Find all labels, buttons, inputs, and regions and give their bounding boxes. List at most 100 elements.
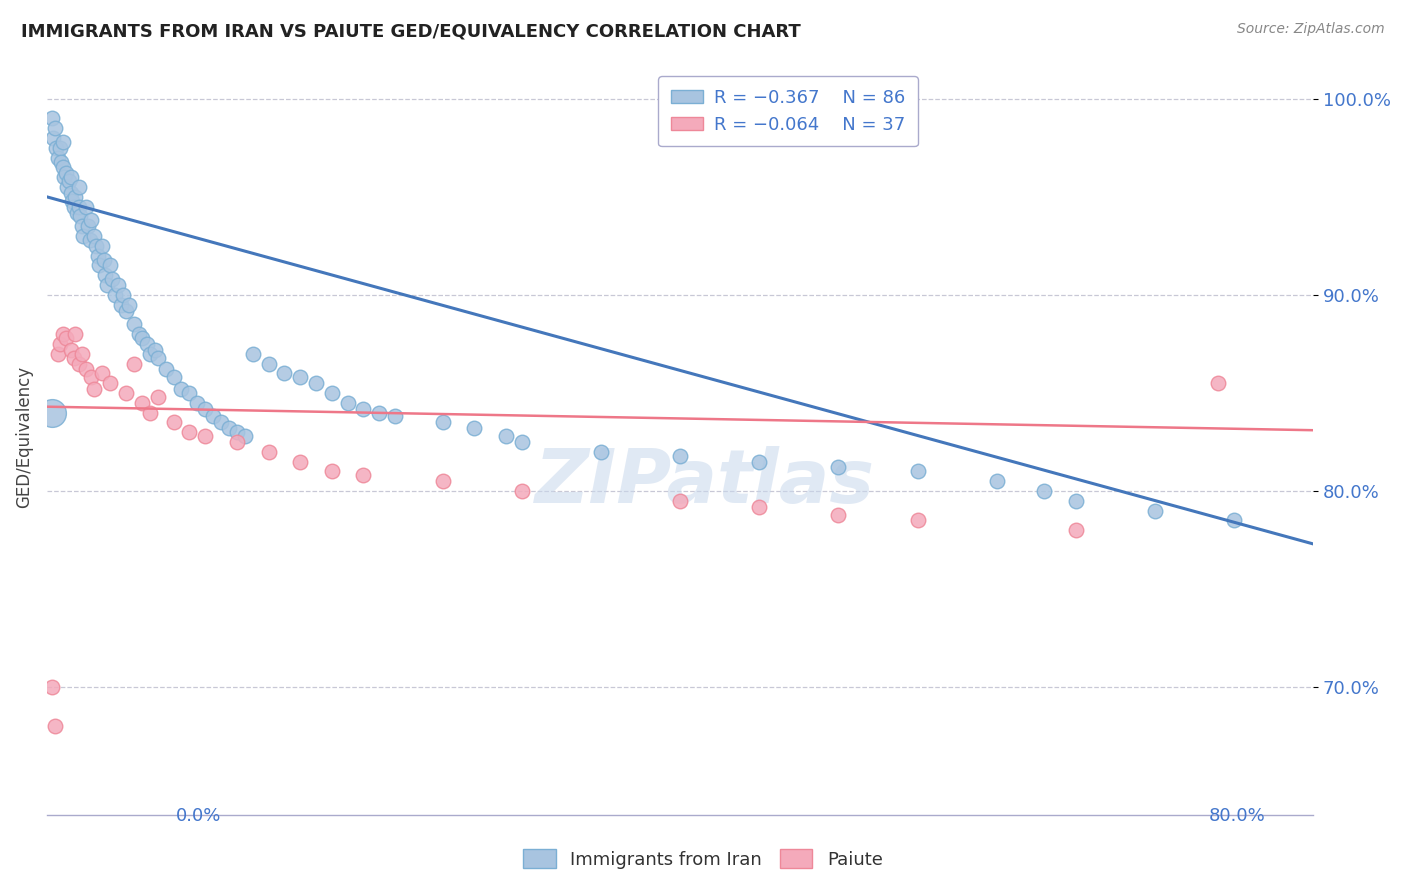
Y-axis label: GED/Equivalency: GED/Equivalency xyxy=(15,366,32,508)
Point xyxy=(59,170,82,185)
Point xyxy=(202,409,225,424)
Point xyxy=(194,429,217,443)
Point xyxy=(44,121,66,136)
Point xyxy=(44,719,66,733)
Point xyxy=(186,396,208,410)
Point xyxy=(67,180,90,194)
Point xyxy=(162,370,184,384)
Point xyxy=(463,421,485,435)
Point xyxy=(225,434,247,449)
Point xyxy=(827,508,849,522)
Point xyxy=(46,151,69,165)
Point xyxy=(49,154,72,169)
Point xyxy=(305,376,328,391)
Point xyxy=(89,259,111,273)
Point xyxy=(52,327,75,342)
Point xyxy=(218,421,240,435)
Point xyxy=(131,396,153,410)
Point xyxy=(56,180,79,194)
Point xyxy=(72,229,94,244)
Point xyxy=(170,382,193,396)
Point xyxy=(111,288,134,302)
Point xyxy=(98,259,121,273)
Point xyxy=(288,454,311,468)
Point xyxy=(669,449,692,463)
Point xyxy=(495,429,517,443)
Point xyxy=(146,390,169,404)
Point xyxy=(65,327,87,342)
Point xyxy=(70,219,93,234)
Point xyxy=(52,135,75,149)
Point xyxy=(67,200,90,214)
Point xyxy=(139,347,162,361)
Point xyxy=(1064,523,1087,537)
Point xyxy=(83,229,105,244)
Point xyxy=(257,444,280,458)
Point xyxy=(122,318,145,332)
Point xyxy=(59,343,82,357)
Point xyxy=(122,357,145,371)
Point xyxy=(80,370,103,384)
Point xyxy=(194,401,217,416)
Point xyxy=(986,474,1008,488)
Point xyxy=(107,278,129,293)
Point xyxy=(1143,503,1166,517)
Point xyxy=(1206,376,1229,391)
Point xyxy=(70,347,93,361)
Point xyxy=(66,205,89,219)
Point xyxy=(128,327,150,342)
Point xyxy=(69,210,91,224)
Point xyxy=(93,252,115,267)
Point xyxy=(41,112,63,126)
Point xyxy=(1223,513,1246,527)
Point xyxy=(321,464,343,478)
Point xyxy=(67,357,90,371)
Point xyxy=(907,513,929,527)
Point xyxy=(179,425,201,440)
Point xyxy=(91,367,114,381)
Point xyxy=(353,468,375,483)
Point xyxy=(86,249,108,263)
Point xyxy=(59,186,82,200)
Text: 80.0%: 80.0% xyxy=(1209,807,1265,825)
Point xyxy=(41,406,63,420)
Point xyxy=(1033,483,1056,498)
Point xyxy=(48,337,70,351)
Point xyxy=(98,376,121,391)
Legend: R = −0.367    N = 86, R = −0.064    N = 37: R = −0.367 N = 86, R = −0.064 N = 37 xyxy=(658,76,918,146)
Point xyxy=(55,166,77,180)
Point xyxy=(907,464,929,478)
Point xyxy=(84,239,107,253)
Point xyxy=(143,343,166,357)
Point xyxy=(42,131,65,145)
Point xyxy=(135,337,157,351)
Point xyxy=(131,331,153,345)
Point xyxy=(257,357,280,371)
Point xyxy=(53,170,76,185)
Point xyxy=(209,416,232,430)
Point xyxy=(510,434,533,449)
Point xyxy=(162,416,184,430)
Point xyxy=(353,401,375,416)
Text: 0.0%: 0.0% xyxy=(176,807,221,825)
Point xyxy=(62,200,84,214)
Point xyxy=(77,219,100,234)
Point xyxy=(321,386,343,401)
Text: Source: ZipAtlas.com: Source: ZipAtlas.com xyxy=(1237,22,1385,37)
Point xyxy=(58,174,80,188)
Point xyxy=(104,288,127,302)
Point xyxy=(748,454,770,468)
Point xyxy=(45,141,67,155)
Point xyxy=(91,239,114,253)
Point xyxy=(41,680,63,694)
Point xyxy=(75,362,97,376)
Point xyxy=(336,396,359,410)
Point xyxy=(432,474,454,488)
Point xyxy=(94,268,117,283)
Point xyxy=(155,362,177,376)
Point xyxy=(115,303,138,318)
Point xyxy=(179,386,201,401)
Point xyxy=(101,272,124,286)
Point xyxy=(55,331,77,345)
Point xyxy=(115,386,138,401)
